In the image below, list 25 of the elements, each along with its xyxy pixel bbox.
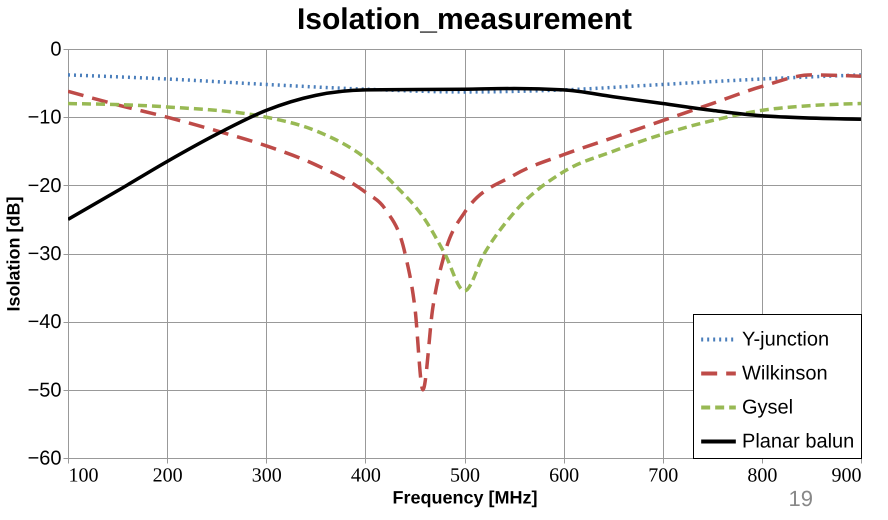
x-tick-label: 300 (252, 464, 282, 486)
y-axis-title: Isolation [dB] (4, 196, 24, 312)
x-tick-label: 800 (747, 464, 778, 486)
x-tick-label: 500 (450, 464, 480, 486)
text: 19 (788, 486, 813, 511)
x-tick-label: 200 (152, 464, 183, 486)
chart-title: Isolation_measurement (296, 3, 632, 36)
legend-label: Wilkinson (742, 362, 828, 384)
x-tick-label: 700 (648, 464, 678, 486)
y-tick-label: −30 (28, 243, 62, 265)
x-tick-label: 600 (549, 464, 580, 486)
y-tick-label: −50 (28, 379, 62, 402)
x-tick-label: 100 (68, 464, 98, 486)
x-tick-label: 900 (832, 464, 862, 486)
x-axis-title: Frequency [MHz] (392, 488, 538, 508)
y-tick-label: 0 (50, 38, 62, 60)
legend-label: Planar balun (742, 430, 854, 452)
legend-label: Gysel (742, 396, 794, 418)
y-tick-label: −60 (28, 448, 62, 470)
y-tick-label: −10 (28, 106, 62, 129)
legend-label: Y-junction (742, 328, 830, 350)
y-tick-label: −20 (28, 174, 62, 197)
line-series (68, 73, 861, 94)
x-tick-label: 400 (350, 464, 381, 486)
y-tick-label: −40 (28, 311, 62, 334)
